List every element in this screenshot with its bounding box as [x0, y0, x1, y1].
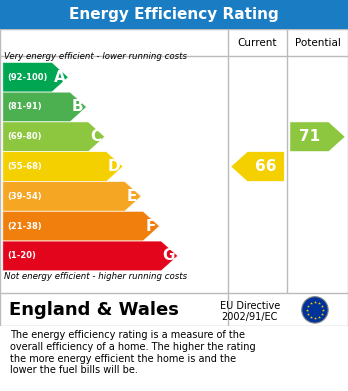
Text: D: D	[108, 159, 120, 174]
Text: Very energy efficient - lower running costs: Very energy efficient - lower running co…	[4, 52, 187, 61]
Polygon shape	[3, 241, 178, 271]
Text: Energy Efficiency Rating: Energy Efficiency Rating	[69, 7, 279, 22]
Text: G: G	[163, 248, 175, 264]
Text: The energy efficiency rating is a measure of the
overall efficiency of a home. T: The energy efficiency rating is a measur…	[10, 330, 256, 375]
Text: (21-38): (21-38)	[7, 222, 41, 231]
Text: (92-100): (92-100)	[7, 73, 47, 82]
Text: F: F	[145, 219, 156, 234]
Ellipse shape	[302, 297, 328, 323]
Polygon shape	[3, 92, 87, 122]
Polygon shape	[3, 152, 123, 181]
Text: 2002/91/EC: 2002/91/EC	[222, 312, 278, 321]
Text: E: E	[127, 189, 137, 204]
Polygon shape	[3, 122, 105, 152]
Text: 66: 66	[255, 159, 277, 174]
Polygon shape	[3, 62, 68, 92]
Text: B: B	[72, 99, 84, 115]
Polygon shape	[231, 152, 284, 181]
Polygon shape	[290, 122, 345, 152]
Text: Current: Current	[238, 38, 277, 48]
Text: 71: 71	[299, 129, 320, 144]
Text: (39-54): (39-54)	[7, 192, 41, 201]
Text: England & Wales: England & Wales	[9, 301, 179, 319]
Text: Potential: Potential	[295, 38, 340, 48]
Text: (1-20): (1-20)	[7, 251, 36, 260]
Text: (55-68): (55-68)	[7, 162, 42, 171]
Text: EU Directive: EU Directive	[220, 301, 280, 311]
Text: (81-91): (81-91)	[7, 102, 41, 111]
Text: A: A	[54, 70, 65, 85]
Text: (69-80): (69-80)	[7, 132, 41, 141]
Text: C: C	[90, 129, 101, 144]
Text: Not energy efficient - higher running costs: Not energy efficient - higher running co…	[4, 272, 187, 281]
Polygon shape	[3, 211, 159, 241]
Polygon shape	[3, 181, 141, 211]
